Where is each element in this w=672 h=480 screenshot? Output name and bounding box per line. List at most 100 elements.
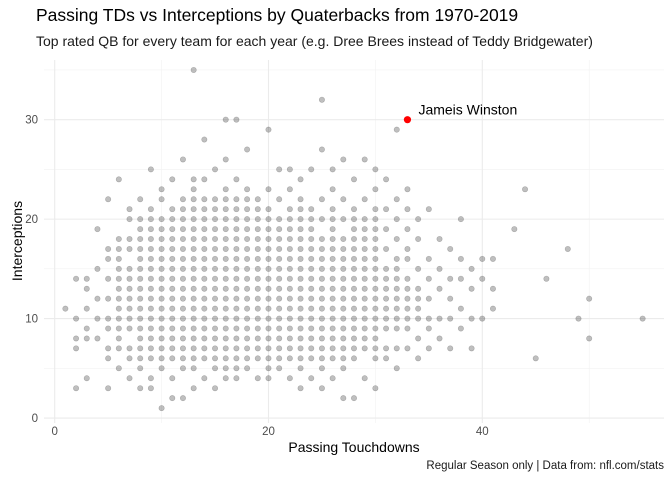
data-point	[179, 395, 186, 402]
data-point	[190, 345, 197, 352]
data-point	[126, 265, 133, 272]
data-point	[158, 335, 165, 342]
data-point	[286, 265, 293, 272]
data-point	[286, 216, 293, 223]
data-point	[265, 305, 272, 312]
data-point	[62, 305, 69, 312]
data-point	[340, 216, 347, 223]
data-point	[105, 355, 112, 362]
data-point	[179, 156, 186, 163]
data-point	[190, 186, 197, 193]
data-point	[158, 265, 165, 272]
data-point	[297, 295, 304, 302]
data-point	[329, 315, 336, 322]
data-point	[586, 295, 593, 302]
data-point	[297, 226, 304, 233]
data-point	[201, 176, 208, 183]
data-point	[436, 265, 443, 272]
data-point	[179, 365, 186, 372]
data-point	[254, 355, 261, 362]
data-point	[372, 275, 379, 282]
data-point	[222, 255, 229, 262]
data-point	[393, 345, 400, 352]
data-point	[361, 216, 368, 223]
data-point	[340, 245, 347, 252]
data-point	[404, 305, 411, 312]
data-point	[350, 255, 357, 262]
data-point	[179, 305, 186, 312]
data-point	[115, 295, 122, 302]
data-point	[190, 196, 197, 203]
data-point	[361, 375, 368, 382]
data-point	[179, 285, 186, 292]
data-point	[297, 255, 304, 262]
data-point	[83, 325, 90, 332]
data-point	[308, 226, 315, 233]
data-point	[372, 186, 379, 193]
data-point	[393, 265, 400, 272]
data-point	[393, 365, 400, 372]
data-point	[286, 305, 293, 312]
data-point	[169, 395, 176, 402]
data-point	[201, 295, 208, 302]
data-point	[308, 295, 315, 302]
data-point	[318, 196, 325, 203]
data-point	[190, 365, 197, 372]
data-point	[233, 285, 240, 292]
data-point	[201, 245, 208, 252]
data-point	[361, 315, 368, 322]
data-point	[393, 196, 400, 203]
data-point	[372, 226, 379, 233]
data-point	[212, 216, 219, 223]
data-point	[94, 335, 101, 342]
x-tick-label: 0	[51, 426, 57, 438]
data-point	[425, 315, 432, 322]
data-point	[137, 385, 144, 392]
data-point	[222, 216, 229, 223]
data-point	[265, 126, 272, 133]
data-point	[297, 315, 304, 322]
data-point	[308, 255, 315, 262]
plot-panel	[44, 60, 664, 423]
data-point	[105, 345, 112, 352]
data-point	[393, 305, 400, 312]
data-point	[308, 315, 315, 322]
data-point	[372, 255, 379, 262]
data-point	[286, 206, 293, 213]
data-point	[190, 315, 197, 322]
data-point	[457, 275, 464, 282]
data-point	[190, 295, 197, 302]
data-point	[179, 355, 186, 362]
data-point	[105, 325, 112, 332]
data-point	[425, 255, 432, 262]
data-point	[372, 166, 379, 173]
data-point	[222, 156, 229, 163]
data-point	[244, 186, 251, 193]
data-point	[318, 96, 325, 103]
y-tick-label: 10	[25, 314, 38, 326]
data-point	[415, 305, 422, 312]
data-point	[190, 226, 197, 233]
data-point	[297, 285, 304, 292]
data-point	[105, 315, 112, 322]
x-tick-label: 40	[476, 426, 489, 438]
data-point	[372, 236, 379, 243]
data-point	[233, 255, 240, 262]
data-point	[137, 275, 144, 282]
data-point	[158, 295, 165, 302]
data-point	[361, 305, 368, 312]
data-point	[318, 365, 325, 372]
data-point	[308, 285, 315, 292]
data-point	[350, 395, 357, 402]
data-point	[415, 315, 422, 322]
data-point	[147, 335, 154, 342]
data-point	[329, 186, 336, 193]
data-point	[383, 265, 390, 272]
data-point	[254, 196, 261, 203]
data-point	[286, 245, 293, 252]
data-point	[383, 226, 390, 233]
data-point	[169, 285, 176, 292]
data-point	[340, 196, 347, 203]
data-point	[212, 166, 219, 173]
data-point	[308, 305, 315, 312]
